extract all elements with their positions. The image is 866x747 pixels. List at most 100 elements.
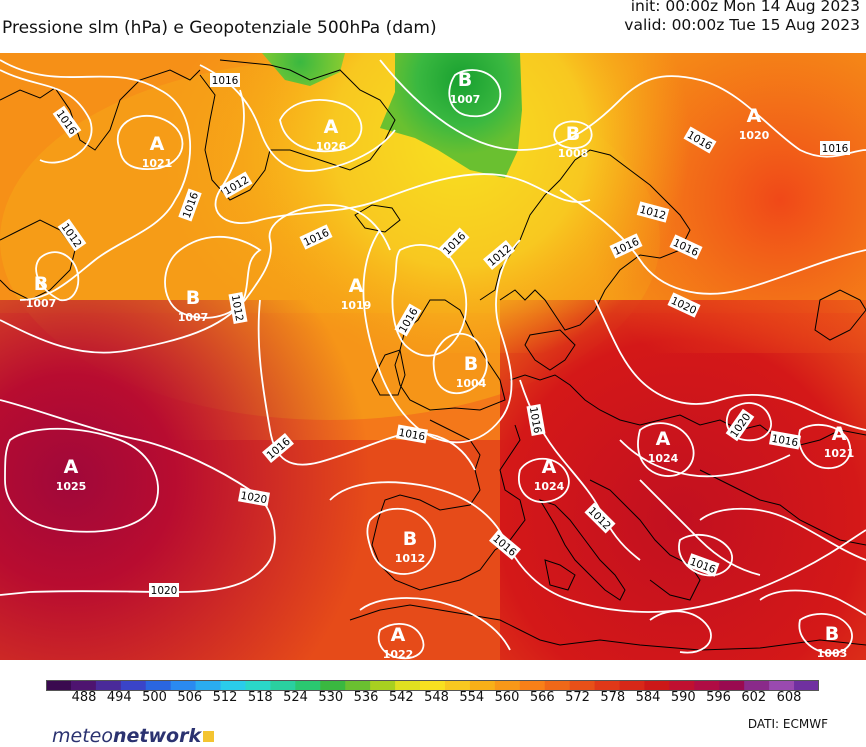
svg-text:1007: 1007 bbox=[450, 93, 481, 106]
colorbar-swatch bbox=[70, 680, 97, 691]
colorbar-tick-label: 536 bbox=[353, 690, 379, 705]
colorbar-swatch bbox=[744, 680, 770, 691]
colorbar-swatch bbox=[145, 680, 172, 691]
colorbar-tick-label: 602 bbox=[741, 690, 767, 705]
svg-text:A: A bbox=[391, 624, 406, 646]
map-title: Pressione slm (hPa) e Geopotenziale 500h… bbox=[2, 18, 437, 38]
coastlines bbox=[0, 59, 866, 651]
colorbar-swatch bbox=[245, 680, 272, 691]
colorbar-tick-label: 572 bbox=[565, 690, 590, 705]
low-center: B 1012 bbox=[395, 528, 426, 565]
svg-text:B: B bbox=[566, 123, 580, 145]
svg-text:A: A bbox=[349, 275, 364, 297]
high-center: A 1026 bbox=[316, 116, 347, 153]
colorbar-tick-label: 608 bbox=[776, 690, 802, 705]
svg-text:1020: 1020 bbox=[240, 490, 268, 506]
colorbar-swatch bbox=[370, 680, 396, 691]
svg-text:1016: 1016 bbox=[527, 406, 544, 435]
svg-text:1004: 1004 bbox=[456, 377, 487, 390]
colorbar-swatch bbox=[170, 680, 197, 691]
colorbar-swatch bbox=[769, 680, 795, 691]
colorbar-tick-label: 524 bbox=[283, 690, 308, 705]
colorbar bbox=[46, 676, 820, 691]
colorbar-labels: 488 494 500 506 512 518 524 530 536 542 548 554 560 5… bbox=[46, 690, 819, 706]
colorbar-tick-label: 548 bbox=[424, 690, 449, 705]
field-southeast bbox=[500, 300, 866, 660]
colorbar-tick-label: 518 bbox=[247, 690, 273, 705]
colorbar-swatch bbox=[46, 680, 72, 691]
colorbar-swatch bbox=[444, 680, 471, 691]
high-center: A 1021 bbox=[824, 423, 855, 460]
colorbar-swatch bbox=[469, 680, 496, 691]
low-center: B 1007 bbox=[26, 273, 57, 310]
svg-text:A: A bbox=[832, 423, 847, 445]
colorbar-tick-label: 590 bbox=[670, 690, 696, 705]
field-green-low bbox=[380, 53, 522, 178]
colorbar-swatch bbox=[669, 680, 695, 691]
pressure-centers: A 1021 A 1026 B 1007 B 1008 A 1020 B 1007 B 100… bbox=[26, 69, 855, 660]
isobar-label: 1016 bbox=[526, 404, 546, 436]
high-center: A 1024 bbox=[648, 428, 679, 465]
low-center: B 1007 bbox=[178, 287, 209, 324]
valid-time: valid: 00:00z Tue 15 Aug 2023 bbox=[624, 16, 860, 34]
svg-text:1016: 1016 bbox=[212, 75, 239, 87]
high-center: A 1025 bbox=[56, 456, 87, 493]
svg-text:1016: 1016 bbox=[771, 433, 800, 450]
svg-text:1007: 1007 bbox=[26, 297, 57, 310]
isobar-label: 1016 bbox=[210, 73, 240, 87]
svg-text:1012: 1012 bbox=[229, 294, 245, 322]
svg-text:1008: 1008 bbox=[558, 147, 589, 160]
colorbar-swatch bbox=[320, 680, 346, 691]
colorbar-swatch bbox=[95, 680, 122, 691]
svg-text:1020: 1020 bbox=[739, 129, 770, 142]
svg-text:1024: 1024 bbox=[534, 480, 565, 493]
colorbar-tick-label: 530 bbox=[318, 690, 344, 705]
svg-text:B: B bbox=[34, 273, 48, 295]
svg-text:1026: 1026 bbox=[316, 140, 347, 153]
high-center: A 1022 bbox=[383, 624, 414, 660]
isobar-label: 1012 bbox=[228, 292, 248, 324]
svg-text:A: A bbox=[64, 456, 79, 478]
colorbar-tick-label: 488 bbox=[71, 690, 97, 705]
svg-text:1012: 1012 bbox=[395, 552, 426, 565]
svg-text:1021: 1021 bbox=[142, 157, 173, 170]
isobars bbox=[0, 59, 866, 660]
svg-text:B: B bbox=[825, 623, 839, 645]
colorbar-swatch bbox=[295, 680, 321, 691]
colorbar-tick-label: 566 bbox=[529, 690, 555, 705]
brand-logo: meteonetwork bbox=[52, 725, 215, 747]
field-green-small bbox=[262, 53, 345, 86]
field-southwest bbox=[0, 300, 420, 660]
isobar-label: 1016 bbox=[396, 424, 428, 444]
low-center: B 1004 bbox=[456, 353, 487, 390]
colorbar-swatch bbox=[270, 680, 296, 691]
data-credits: DATI: ECMWF bbox=[747, 717, 828, 731]
svg-text:1019: 1019 bbox=[341, 299, 372, 312]
colorbar-swatch bbox=[594, 680, 621, 691]
colorbar-swatch bbox=[719, 680, 745, 691]
svg-text:1016: 1016 bbox=[398, 427, 427, 444]
colorbar-swatch bbox=[120, 680, 147, 691]
colorbar-tick-label: 542 bbox=[388, 690, 414, 705]
colorbar-swatch bbox=[420, 680, 446, 691]
svg-text:1021: 1021 bbox=[824, 447, 855, 460]
svg-text:A: A bbox=[747, 105, 762, 127]
svg-text:A: A bbox=[324, 116, 339, 138]
svg-text:B: B bbox=[186, 287, 200, 309]
colorbar-tick-label: 494 bbox=[106, 690, 132, 705]
isobar-label: 1020 bbox=[238, 487, 270, 507]
isobar-label: 1016 bbox=[820, 141, 850, 155]
high-center: A 1019 bbox=[341, 275, 372, 312]
colorbar-swatch bbox=[569, 680, 596, 691]
high-center: A 1024 bbox=[534, 456, 565, 493]
svg-text:1020: 1020 bbox=[151, 585, 178, 597]
svg-text:B: B bbox=[403, 528, 417, 550]
brand-square-icon bbox=[203, 731, 215, 742]
colorbar-tick-label: 554 bbox=[459, 690, 485, 705]
colorbar-tick-label: 596 bbox=[706, 690, 731, 705]
svg-text:1022: 1022 bbox=[383, 648, 414, 660]
svg-text:1007: 1007 bbox=[178, 311, 209, 324]
colorbar-swatch bbox=[195, 680, 222, 691]
svg-text:B: B bbox=[464, 353, 478, 375]
svg-text:1003: 1003 bbox=[817, 647, 848, 660]
